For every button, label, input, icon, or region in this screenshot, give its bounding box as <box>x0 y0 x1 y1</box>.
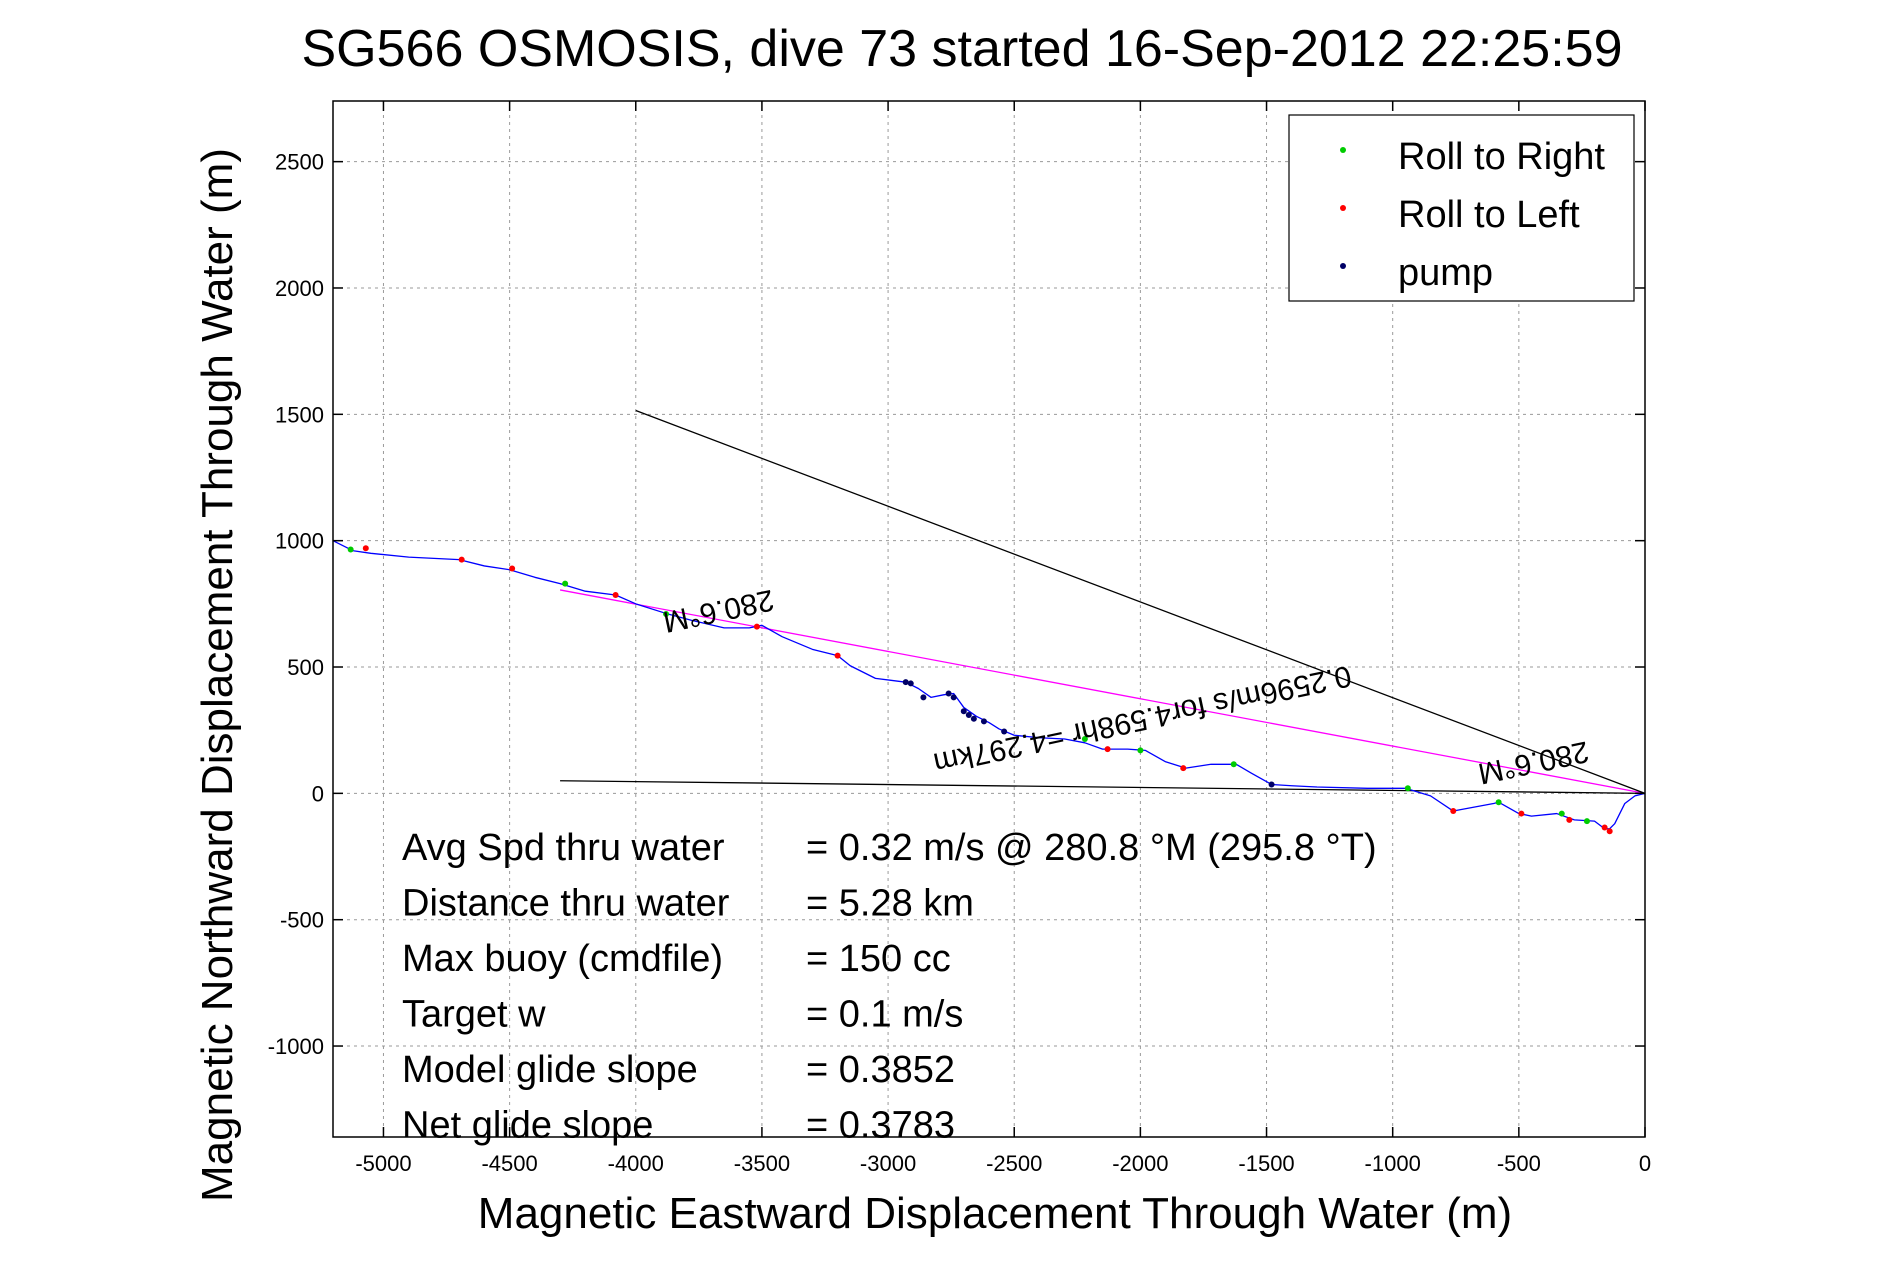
legend-label: Roll to Left <box>1398 194 1580 236</box>
x-tick-label: -4500 <box>481 1151 537 1176</box>
roll-left-point <box>1601 824 1608 831</box>
y-tick-label: -500 <box>280 908 324 933</box>
legend: Roll to Right Roll to Left pump <box>1288 114 1635 302</box>
stat-value: = 0.1 m/s <box>806 994 963 1036</box>
legend-marker <box>1340 147 1346 153</box>
x-tick-label: -1500 <box>1238 1151 1294 1176</box>
reference-lines <box>559 409 1646 795</box>
stats-annotation: Avg Spd thru water = 0.32 m/s @ 280.8 °M … <box>402 827 1377 1147</box>
roll-left-point <box>362 545 369 552</box>
y-tick-label: 500 <box>287 655 324 680</box>
pump-point <box>965 712 972 719</box>
roll-left-point <box>1606 828 1613 835</box>
roll-left-point <box>753 623 760 630</box>
legend-box <box>1288 114 1635 302</box>
stat-label: Net glide slope <box>402 1105 653 1147</box>
reference-line <box>635 409 1646 794</box>
x-tick-label: -4000 <box>608 1151 664 1176</box>
reference-line <box>559 589 1646 794</box>
legend-label: pump <box>1398 252 1493 294</box>
pump-point <box>950 694 957 701</box>
stat-label: Max buoy (cmdfile) <box>402 938 723 980</box>
y-tick-label: 2500 <box>275 150 324 175</box>
stat-label: Avg Spd thru water <box>402 827 725 869</box>
y-tick-label: 1000 <box>275 529 324 554</box>
roll-left-point <box>509 565 516 572</box>
roll-left-point <box>1566 816 1573 823</box>
legend-marker <box>1340 263 1346 269</box>
pump-point <box>1001 728 1008 735</box>
roll-left-point <box>458 556 465 563</box>
pump-point <box>920 694 927 701</box>
roll-right-point <box>347 546 354 553</box>
roll-right-point <box>1081 736 1088 743</box>
track-layer <box>332 540 1646 830</box>
stat-value: = 150 cc <box>806 938 951 980</box>
roll-left-point <box>1518 810 1525 817</box>
y-tick-label: 1500 <box>275 402 324 427</box>
stat-value: = 0.3852 <box>806 1049 955 1091</box>
chart-title: SG566 OSMOSIS, dive 73 started 16-Sep-20… <box>301 20 1622 78</box>
pump-point <box>980 718 987 725</box>
y-tick-label: 0 <box>312 781 324 806</box>
y-tick-label: -1000 <box>268 1034 324 1059</box>
pump-point <box>970 715 977 722</box>
x-tick-label: -5000 <box>355 1151 411 1176</box>
roll-left-point <box>834 652 841 659</box>
roll-left-point <box>1450 808 1457 815</box>
y-axis-label: Magnetic Northward Displacement Through … <box>193 148 242 1202</box>
y-tick-label: 2000 <box>275 276 324 301</box>
roll-left-point <box>1104 746 1111 753</box>
x-tick-label: -3000 <box>860 1151 916 1176</box>
pump-point <box>960 708 967 715</box>
stat-value: = 5.28 km <box>806 883 974 925</box>
roll-right-point <box>562 580 569 587</box>
x-axis-label: Magnetic Eastward Displacement Through W… <box>478 1189 1512 1238</box>
marker-layer <box>347 545 1613 835</box>
pump-point <box>907 680 914 687</box>
pump-point <box>1268 781 1275 788</box>
stat-label: Distance thru water <box>402 883 730 925</box>
x-tick-label: -3500 <box>734 1151 790 1176</box>
pump-point <box>945 690 952 697</box>
pump-point <box>902 679 909 686</box>
x-tick-label: 0 <box>1639 1151 1651 1176</box>
roll-left-point <box>1180 765 1187 772</box>
roll-right-point <box>1495 799 1502 806</box>
stat-label: Model glide slope <box>402 1049 698 1091</box>
stat-value: = 0.32 m/s @ 280.8 °M (295.8 °T) <box>806 827 1377 869</box>
roll-left-point <box>612 591 619 598</box>
roll-right-point <box>663 610 670 617</box>
x-tick-label: -2000 <box>1112 1151 1168 1176</box>
plot-frame <box>332 100 1646 1138</box>
x-tick-label: -2500 <box>986 1151 1042 1176</box>
legend-marker <box>1340 205 1346 211</box>
reference-line <box>560 780 1646 795</box>
glider-track-line <box>332 540 1646 830</box>
x-tick-label: -1000 <box>1365 1151 1421 1176</box>
stat-label: Target w <box>402 994 546 1036</box>
roll-right-point <box>1558 810 1565 817</box>
roll-right-point <box>1583 818 1590 825</box>
roll-right-point <box>1230 761 1237 768</box>
legend-label: Roll to Right <box>1398 136 1605 178</box>
x-tick-label: -500 <box>1497 1151 1541 1176</box>
roll-right-point <box>1137 747 1144 754</box>
stat-value: = 0.3783 <box>806 1105 955 1147</box>
roll-right-point <box>1404 785 1411 792</box>
axis-ticks: -5000 -4500 -4000 -3500 -3000 -2500 -2000 -1500… <box>268 101 1651 1176</box>
